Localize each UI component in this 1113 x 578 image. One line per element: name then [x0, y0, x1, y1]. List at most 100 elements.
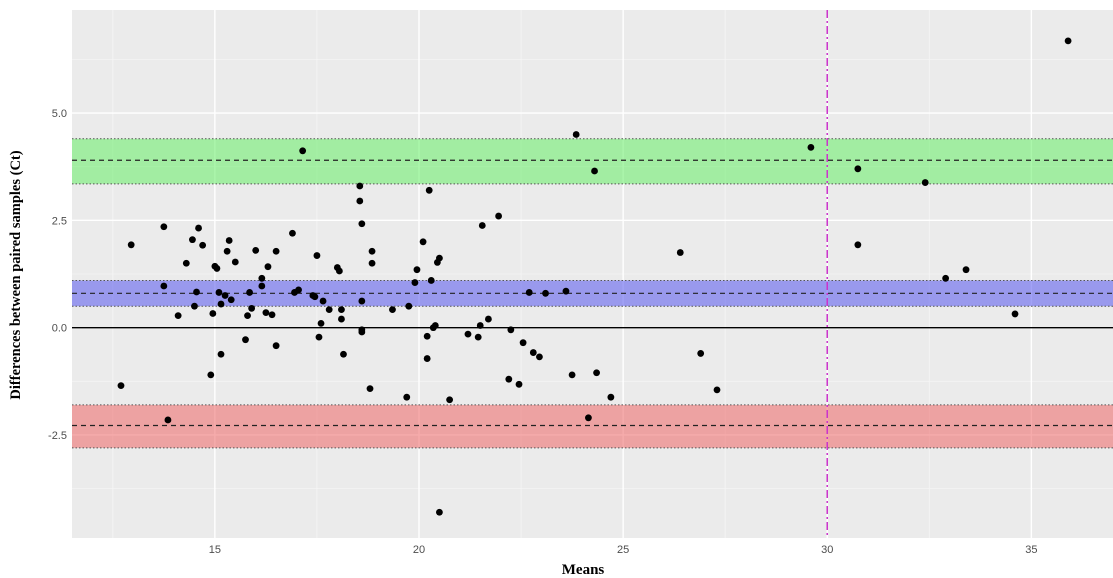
data-point-33 [268, 311, 276, 319]
data-point-38 [295, 286, 302, 294]
data-point-39 [299, 147, 307, 155]
bands [72, 138, 1113, 449]
data-point-100 [713, 386, 721, 394]
data-point-19 [221, 292, 229, 299]
data-point-54 [358, 220, 366, 228]
data-point-29 [258, 274, 266, 282]
data-point-12 [207, 371, 215, 379]
x-tick-label: 20 [413, 544, 425, 556]
data-point-108 [1064, 37, 1072, 45]
data-point-60 [368, 247, 376, 255]
data-point-84 [507, 326, 515, 334]
data-point-87 [525, 289, 533, 296]
x-tick-label: 30 [821, 544, 833, 556]
data-point-18 [217, 300, 225, 308]
data-point-66 [419, 238, 427, 246]
data-point-5 [174, 312, 182, 320]
x-tick-label: 35 [1025, 544, 1037, 556]
data-point-106 [962, 266, 970, 274]
data-point-15 [213, 265, 221, 272]
data-point-85 [515, 380, 523, 388]
data-point-90 [542, 289, 549, 297]
data-point-34 [272, 247, 280, 255]
plot-panel [72, 10, 1113, 538]
data-point-72 [431, 322, 439, 329]
data-point-24 [242, 336, 249, 344]
data-point-78 [474, 333, 482, 341]
data-point-22 [227, 296, 235, 304]
data-point-82 [495, 212, 503, 220]
data-point-27 [248, 304, 256, 312]
band-2 [72, 404, 1113, 448]
data-point-49 [338, 306, 345, 314]
data-point-7 [189, 236, 196, 244]
data-point-99 [697, 350, 705, 357]
data-point-28 [252, 246, 260, 254]
data-point-62 [403, 393, 411, 401]
data-point-23 [231, 258, 239, 266]
data-point-20 [223, 247, 231, 255]
y-tick-label: -2.5 [48, 430, 67, 442]
reference-lines [72, 10, 1113, 538]
data-point-94 [585, 414, 592, 422]
data-point-45 [319, 297, 327, 305]
data-point-52 [356, 182, 364, 190]
data-point-70 [427, 277, 435, 284]
data-point-96 [593, 369, 600, 377]
data-point-102 [854, 165, 862, 173]
data-point-77 [464, 330, 472, 338]
data-point-11 [199, 241, 207, 249]
data-point-21 [225, 237, 233, 244]
data-point-32 [264, 263, 272, 271]
data-point-89 [536, 353, 543, 361]
x-axis-title: Means [562, 562, 605, 578]
x-tick-label: 25 [617, 544, 629, 556]
data-point-36 [289, 229, 296, 237]
y-axis-title: Differences between paired samples (Ct) [8, 150, 24, 399]
data-point-16 [215, 289, 223, 296]
data-point-50 [338, 315, 345, 323]
data-points [117, 37, 1072, 516]
y-tick-label: 0.0 [52, 323, 67, 335]
data-point-76 [446, 396, 454, 404]
data-point-9 [193, 288, 200, 296]
data-point-46 [325, 306, 333, 314]
data-point-79 [476, 322, 484, 329]
data-point-26 [246, 289, 253, 296]
data-point-101 [807, 143, 815, 151]
data-point-57 [358, 328, 366, 336]
data-point-31 [262, 309, 270, 317]
data-point-2 [160, 223, 168, 231]
data-point-59 [368, 259, 376, 267]
data-point-63 [405, 302, 413, 310]
data-point-1 [127, 241, 135, 249]
data-point-92 [568, 371, 576, 379]
data-point-10 [195, 224, 202, 232]
data-point-105 [942, 274, 950, 282]
data-point-43 [315, 333, 323, 341]
data-point-4 [164, 416, 172, 424]
data-point-68 [423, 355, 431, 362]
tick-labels: 15 20 25 30 35 -2.5 0.0 2.5 5.0 [48, 108, 1037, 556]
data-point-30 [258, 282, 266, 290]
data-point-69 [425, 186, 433, 194]
data-point-74 [436, 254, 443, 262]
data-point-48 [335, 267, 343, 275]
data-point-67 [423, 332, 431, 340]
y-tick-label: 5.0 [52, 108, 67, 120]
data-point-17 [217, 350, 225, 358]
data-point-107 [1011, 310, 1019, 318]
data-point-35 [272, 342, 280, 350]
data-point-0 [117, 382, 125, 390]
data-point-81 [485, 315, 492, 323]
data-point-93 [572, 131, 580, 138]
data-point-44 [317, 319, 325, 327]
data-point-42 [313, 252, 321, 259]
data-point-13 [209, 310, 217, 317]
data-point-3 [160, 282, 168, 290]
data-point-41 [311, 293, 319, 301]
data-point-61 [389, 306, 396, 314]
band-0 [72, 138, 1113, 184]
data-point-98 [676, 249, 684, 256]
